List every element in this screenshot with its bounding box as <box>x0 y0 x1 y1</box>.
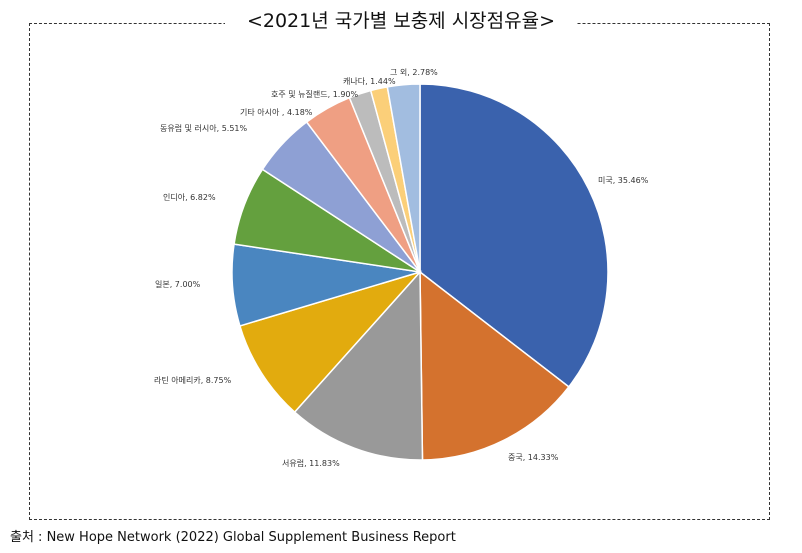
chart-title: <2021년 국가별 보충제 시장점유율> <box>224 10 578 32</box>
data-label-2: 서유럽, 11.83% <box>282 459 340 468</box>
data-label-9: 캐나다, 1.44% <box>343 77 396 86</box>
data-label-0: 미국, 35.46% <box>598 176 649 185</box>
data-label-4: 일본, 7.00% <box>155 280 201 289</box>
data-label-5: 인디아, 6.82% <box>163 192 216 202</box>
data-label-8: 호주 및 뉴질랜드, 1.90% <box>271 89 359 99</box>
pie-slice-2 <box>293 270 424 461</box>
data-label-10: 그 외, 2.78% <box>390 67 438 77</box>
pie-slice-0 <box>419 83 609 388</box>
chart-title-wrap: <2021년 국가별 보충제 시장점유율> <box>0 6 802 33</box>
pie-slice-1 <box>419 270 570 461</box>
pie-slice-3 <box>238 270 423 414</box>
data-label-7: 기타 아시아 , 4.18% <box>240 107 313 117</box>
data-label-6: 동유럽 및 러시아, 5.51% <box>160 123 248 133</box>
pie-slice-10 <box>386 83 421 273</box>
data-label-3: 라틴 아메리카, 8.75% <box>154 375 232 385</box>
data-label-1: 중국, 14.33% <box>508 453 559 462</box>
source-note: 출처 : New Hope Network (2022) Global Supp… <box>10 530 456 545</box>
